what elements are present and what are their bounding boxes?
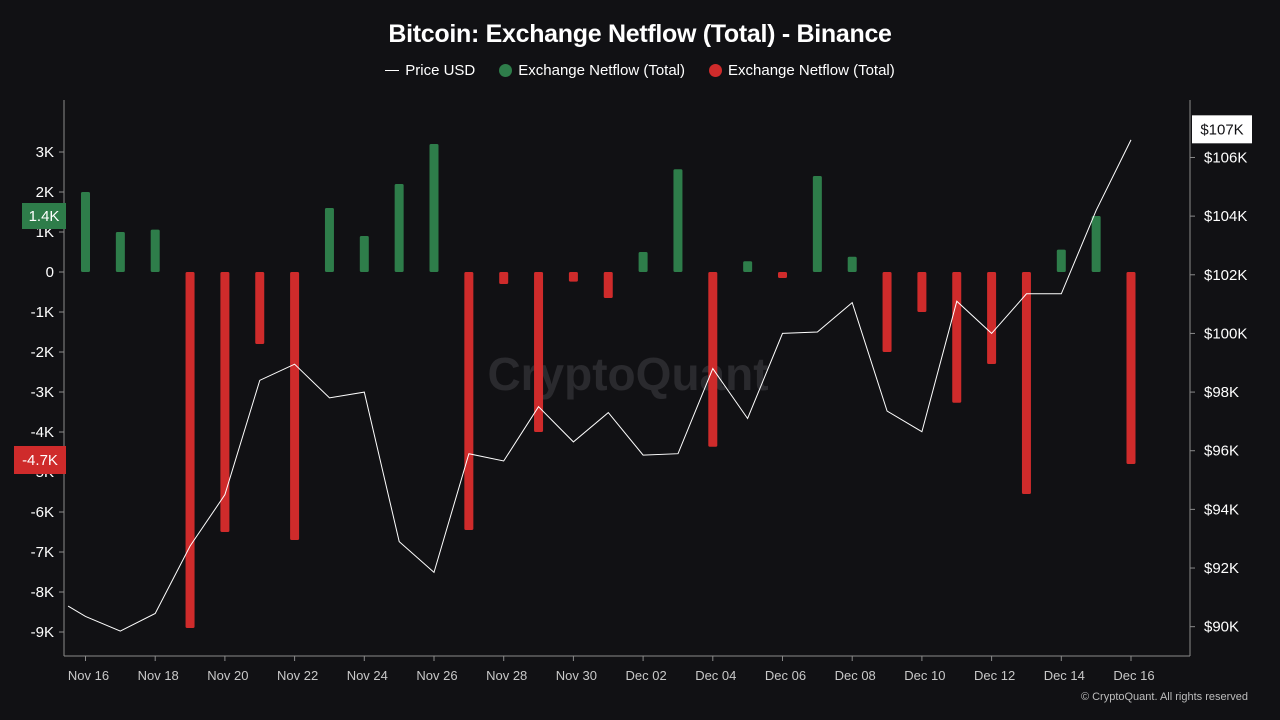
legend-line-icon	[385, 70, 400, 71]
netflow-bar[interactable]	[743, 261, 753, 272]
x-tick-label: Dec 02	[625, 668, 666, 683]
netflow-bar[interactable]	[429, 144, 439, 272]
left-tick-label: -3K	[31, 384, 54, 401]
netflow-bar[interactable]	[778, 272, 787, 278]
netflow-bar[interactable]	[185, 272, 195, 628]
x-tick-label: Dec 06	[765, 668, 806, 683]
netflow-bar[interactable]	[1091, 216, 1101, 272]
red-dot-icon	[709, 64, 722, 77]
netflow-bar[interactable]	[847, 256, 857, 272]
left-tick-label: -6K	[31, 504, 54, 521]
legend-item-price[interactable]: Price USD	[385, 62, 475, 79]
x-tick-label: Dec 04	[695, 668, 736, 683]
left-tick-label: -8K	[31, 584, 54, 601]
left-tick-label: 3K	[36, 144, 54, 161]
right-tick-label: $96K	[1204, 443, 1239, 460]
right-tick-label: $106K	[1204, 149, 1247, 166]
netflow-bar[interactable]	[394, 184, 404, 272]
netflow-bar[interactable]	[568, 272, 578, 282]
netflow-bar[interactable]	[464, 272, 474, 530]
x-tick-label: Dec 14	[1044, 668, 1085, 683]
left-negative-badge	[14, 446, 66, 474]
x-tick-label: Dec 10	[904, 668, 945, 683]
netflow-bar[interactable]	[1056, 249, 1066, 272]
x-tick-label: Dec 12	[974, 668, 1015, 683]
legend-item-netflow-negative[interactable]: Exchange Netflow (Total)	[709, 62, 895, 79]
left-positive-badge-label: 1.4K	[29, 208, 60, 225]
x-tick-label: Dec 08	[835, 668, 876, 683]
left-negative-badge-label: -4.7K	[22, 452, 58, 469]
netflow-bar[interactable]	[115, 232, 125, 272]
netflow-bar[interactable]	[150, 229, 160, 272]
netflow-bar[interactable]	[952, 272, 962, 403]
left-tick-label: -1K	[31, 304, 54, 321]
netflow-bar[interactable]	[255, 272, 265, 344]
netflow-bar[interactable]	[917, 272, 927, 312]
x-tick-label: Nov 18	[138, 668, 179, 683]
legend-label-price: Price USD	[405, 62, 476, 79]
chart-legend: Price USD Exchange Netflow (Total) Excha…	[0, 62, 1280, 79]
netflow-bar[interactable]	[708, 272, 718, 447]
netflow-bar[interactable]	[220, 272, 230, 532]
netflow-bar[interactable]	[812, 176, 822, 272]
x-tick-label: Nov 30	[556, 668, 597, 683]
watermark-text: CryptoQuant	[487, 348, 768, 400]
netflow-bar[interactable]	[324, 208, 334, 272]
chart-title: Bitcoin: Exchange Netflow (Total) - Bina…	[388, 20, 892, 48]
left-tick-label: -7K	[31, 544, 54, 561]
netflow-bar[interactable]	[499, 272, 509, 284]
right-tick-label: $98K	[1204, 384, 1239, 401]
green-dot-icon	[499, 64, 513, 77]
right-tick-label: $102K	[1204, 267, 1247, 284]
netflow-bar[interactable]	[673, 169, 683, 272]
netflow-bar[interactable]	[534, 272, 544, 432]
right-price-badge-label: $107K	[1200, 121, 1243, 138]
legend-label-netflow-positive: Exchange Netflow (Total)	[518, 62, 685, 79]
right-tick-label: $100K	[1204, 325, 1247, 342]
legend-item-netflow-positive[interactable]: Exchange Netflow (Total)	[499, 62, 685, 79]
left-positive-badge	[22, 203, 66, 229]
x-tick-label: Nov 26	[416, 668, 457, 683]
copyright-text: © CryptoQuant. All rights reserved	[1080, 691, 1248, 703]
netflow-bar[interactable]	[290, 272, 300, 540]
netflow-bar[interactable]	[1126, 272, 1136, 464]
x-tick-label: Nov 22	[277, 668, 318, 683]
right-tick-label: $92K	[1204, 560, 1239, 577]
left-tick-label: -4K	[31, 424, 54, 441]
left-tick-label: -9K	[31, 624, 54, 641]
netflow-bar[interactable]	[987, 272, 997, 364]
right-tick-label: $104K	[1204, 208, 1247, 225]
netflow-bar[interactable]	[81, 192, 90, 272]
netflow-bar[interactable]	[1021, 272, 1031, 494]
legend-label-netflow-negative: Exchange Netflow (Total)	[728, 62, 895, 79]
netflow-bar[interactable]	[882, 272, 892, 352]
left-tick-label: 2K	[36, 184, 54, 201]
right-tick-label: $94K	[1204, 501, 1239, 518]
left-tick-label: 0	[46, 264, 54, 281]
right-tick-label: $90K	[1204, 619, 1239, 636]
x-tick-label: Nov 20	[207, 668, 248, 683]
left-tick-label: -2K	[31, 344, 54, 361]
x-tick-label: Nov 24	[347, 668, 388, 683]
netflow-bar[interactable]	[359, 236, 369, 272]
x-tick-label: Nov 28	[486, 668, 527, 683]
netflow-bar[interactable]	[603, 272, 613, 298]
x-tick-label: Nov 16	[68, 668, 109, 683]
netflow-bar[interactable]	[638, 252, 648, 272]
right-price-badge	[1192, 115, 1252, 144]
price-line[interactable]	[67, 139, 1132, 632]
x-tick-label: Dec 16	[1113, 668, 1154, 683]
